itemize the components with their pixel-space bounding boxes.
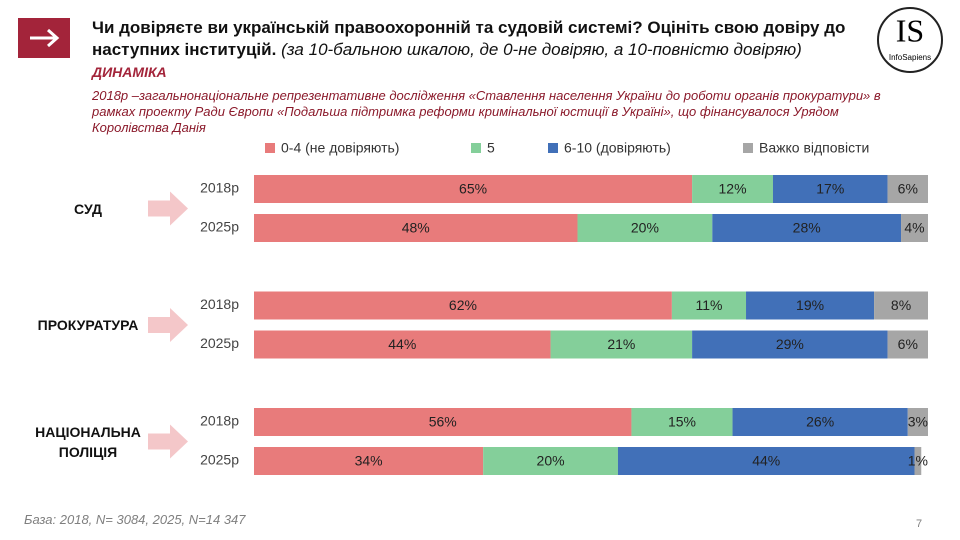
group-arrow [148, 191, 188, 226]
legend-swatch [743, 143, 753, 153]
value-label: 21% [607, 336, 635, 352]
group-label: СУД [74, 200, 102, 217]
tag: ДИНАМІКА [92, 64, 167, 80]
bar-segment [254, 447, 484, 475]
bar-segment [577, 214, 713, 242]
legend-label: 0-4 (не довіряють) [281, 140, 399, 156]
value-label: 29% [776, 336, 804, 352]
y-tick-label: 2018р [200, 296, 239, 312]
y-tick-label: 2025р [200, 335, 239, 351]
value-label: 15% [668, 414, 696, 430]
bar-segment [671, 291, 747, 320]
y-tick-label: 2018р [200, 413, 239, 429]
value-label: 26% [806, 414, 834, 430]
group-arrow [148, 308, 188, 342]
group-label: НАЦІОНАЛЬНА ПОЛІЦІЯ [35, 423, 141, 460]
value-label: 1% [908, 453, 928, 469]
icon-arrow [30, 28, 60, 48]
value-label: 8% [891, 297, 911, 313]
logo-circle [877, 7, 943, 73]
value-label: 17% [816, 181, 844, 197]
legend-swatch [548, 143, 558, 153]
bar-segment [772, 175, 888, 203]
bar-segment [254, 214, 578, 242]
footnote: База: 2018, N= 3084, 2025, N=14 347 [24, 512, 246, 527]
bar-segment [254, 291, 672, 320]
bar-segment [483, 447, 618, 475]
bar-segment [692, 175, 773, 203]
bar-segment [887, 330, 928, 359]
value-label: 3% [908, 414, 928, 430]
value-label: 34% [355, 453, 383, 469]
bar-segment [631, 408, 733, 436]
value-label: 20% [537, 453, 565, 469]
bar-segment [692, 330, 888, 359]
value-label: 56% [429, 414, 457, 430]
bar-segment [254, 330, 551, 359]
legend-label: 5 [487, 140, 495, 156]
logo-name: InfoSapiens [889, 53, 931, 62]
value-label: 12% [719, 181, 747, 197]
value-label: 44% [388, 336, 416, 352]
legend-swatch [265, 143, 275, 153]
bar-segment [617, 447, 915, 475]
logo-mark: IS [896, 12, 924, 48]
bar-segment [914, 447, 922, 475]
subtitle: 2018р –загальнонаціональне репрезентатив… [92, 88, 881, 135]
value-label: 20% [631, 220, 659, 236]
bar-segment [254, 175, 693, 203]
title-note: (за 10-бальною шкалою, де 0-не довіряю, … [281, 40, 802, 59]
bar-segment [874, 291, 928, 320]
group-arrow [148, 424, 188, 459]
y-tick-label: 2025р [200, 452, 239, 468]
bar-segment [746, 291, 875, 320]
value-label: 11% [695, 297, 722, 313]
title: Чи довіряєте ви українській правоохоронн… [92, 18, 846, 59]
value-label: 6% [898, 181, 918, 197]
bar-segment [901, 214, 928, 242]
title-block: Чи довіряєте ви українській правоохоронн… [92, 17, 882, 61]
bar-segment [732, 408, 908, 436]
value-label: 62% [449, 297, 477, 313]
value-label: 44% [752, 453, 780, 469]
value-label: 19% [796, 297, 824, 313]
bar-segment [712, 214, 902, 242]
bar-segment [254, 408, 632, 436]
bar-segment [887, 175, 928, 203]
legend-label: Важко відповісти [759, 140, 869, 156]
value-label: 4% [904, 220, 924, 236]
page-number: 7 [916, 518, 923, 530]
legend-label: 6-10 (довіряють) [564, 140, 671, 156]
y-tick-label: 2018р [200, 180, 239, 196]
value-label: 28% [793, 220, 821, 236]
value-label: 65% [459, 181, 487, 197]
legend-swatch [471, 143, 481, 153]
value-label: 6% [898, 336, 918, 352]
value-label: 48% [402, 220, 430, 236]
bar-segment [550, 330, 693, 359]
group-label: ПРОКУРАТУРА [37, 317, 139, 333]
bar-segment [907, 408, 928, 436]
y-tick-label: 2025р [200, 219, 239, 235]
